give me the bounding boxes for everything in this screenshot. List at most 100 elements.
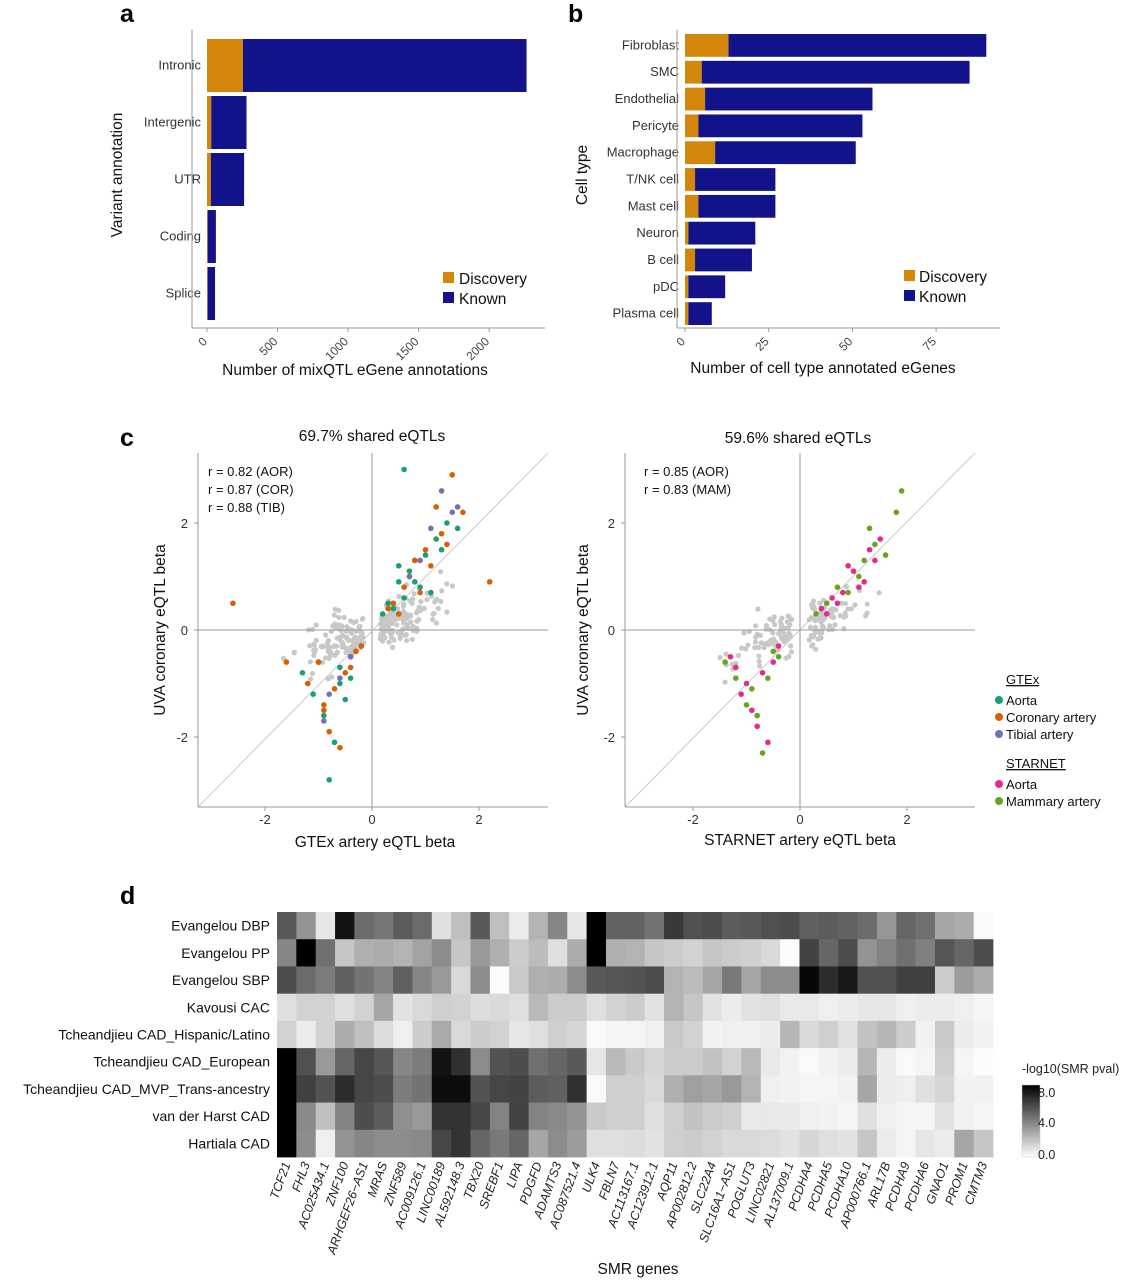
panel-a-category-labels: Intronic Intergenic UTR Coding Splice (144, 58, 202, 301)
row-label-hartiala-cad: Hartiala CAD (188, 1135, 270, 1151)
bar-intronic-discovery (207, 38, 243, 93)
panel-label-c: c (120, 424, 134, 452)
background-point (717, 654, 723, 661)
heatmap-cell (915, 1048, 936, 1076)
bar-mast-cell-known (698, 194, 776, 218)
point-mammary-artery (722, 659, 728, 665)
heatmap-cell (489, 1129, 510, 1158)
heatmap-cell (567, 1048, 588, 1076)
point-aorta (337, 664, 343, 671)
heatmap-cell (605, 1075, 626, 1103)
y-tick-label: 2 (181, 516, 188, 531)
panel-label-d: d (120, 882, 135, 910)
heatmap-cell (451, 1102, 471, 1131)
heatmap-cell (393, 1075, 413, 1103)
point-mammary-artery (754, 712, 760, 719)
heatmap-cell (973, 966, 994, 995)
heatmap-cell (625, 1129, 646, 1158)
background-point (348, 630, 354, 636)
heatmap-cell (954, 912, 975, 940)
point-aorta (754, 723, 760, 730)
colorbar-tick-high: 8.0 (1038, 1086, 1055, 1100)
heatmap-cell (896, 939, 916, 967)
heatmap-cell (896, 1020, 916, 1049)
point-aorta (321, 712, 327, 719)
heatmap-cell (277, 966, 297, 995)
heatmap-cell (644, 1048, 665, 1076)
point-aorta (428, 589, 434, 596)
heatmap-cell (683, 1020, 704, 1049)
legend-label-discovery: Discovery (459, 271, 527, 288)
background-point (845, 606, 851, 612)
heatmap-cell (528, 1129, 549, 1158)
background-point (356, 635, 362, 641)
heatmap-cell (315, 966, 336, 995)
heatmap-cell (876, 1048, 897, 1076)
background-point (341, 614, 347, 620)
background-point (386, 639, 392, 645)
heatmap-cell (296, 1048, 317, 1076)
point-coronary-artery (337, 744, 343, 751)
heatmap-cell (799, 1075, 820, 1103)
heatmap-cell (683, 939, 704, 967)
heatmap-cell (489, 1075, 510, 1103)
background-point (313, 637, 319, 643)
heatmap-cell (547, 966, 568, 995)
panel-c-right-colored-points (722, 488, 905, 756)
point-coronary-artery (428, 563, 434, 569)
background-point (741, 630, 747, 636)
heatmap-cell (393, 1020, 413, 1049)
heatmap-cell (934, 1129, 955, 1158)
heatmap-cell (644, 1129, 665, 1158)
heatmap-cell (315, 1048, 336, 1076)
background-point (332, 606, 338, 612)
heatmap-cell (470, 912, 491, 940)
heatmap-cell (857, 1020, 878, 1049)
heatmap-cell (296, 939, 317, 967)
legend-dot-starnet-mammary (995, 797, 1003, 805)
panel-d-heatmap-cells (277, 912, 994, 1158)
heatmap-cell (277, 1048, 297, 1076)
point-mammary-artery (823, 600, 830, 607)
heatmap-cell (586, 993, 607, 1022)
heatmap-cell (683, 966, 704, 995)
background-point (787, 632, 793, 638)
point-aorta (310, 691, 316, 697)
background-point (819, 623, 825, 629)
bar-t-nk-cell-known (695, 168, 776, 191)
panel-c-left-colored-points (230, 466, 493, 783)
heatmap-cell (760, 966, 781, 995)
heatmap-cell (741, 939, 762, 967)
heatmap-cell (412, 912, 433, 940)
heatmap-cell (373, 993, 394, 1022)
heatmap-cell (431, 993, 452, 1022)
background-point (753, 639, 759, 645)
column-label-tcf21: TCF21 (267, 1160, 293, 1201)
legend-label-known: Known (459, 291, 506, 308)
heatmap-cell (799, 993, 820, 1022)
heatmap-cell (780, 939, 800, 967)
category-label-mast-cell: Mast cell (628, 198, 679, 213)
heatmap-cell (296, 1129, 317, 1158)
heatmap-cell (470, 939, 491, 967)
point-mammary-artery (749, 686, 755, 692)
heatmap-cell (760, 1129, 781, 1158)
background-point (438, 598, 444, 604)
heatmap-cell (818, 993, 839, 1022)
background-point (765, 642, 772, 648)
heatmap-cell (393, 993, 413, 1022)
point-tibial-artery (406, 573, 413, 580)
background-point (806, 637, 812, 643)
heatmap-cell (702, 966, 723, 995)
background-point (735, 652, 742, 659)
category-label-intergenic: Intergenic (144, 115, 202, 130)
heatmap-cell (412, 1102, 433, 1131)
point-mammary-artery (872, 541, 878, 548)
point-aorta (331, 739, 338, 746)
heatmap-cell (799, 1102, 820, 1131)
heatmap-cell (780, 1075, 800, 1103)
heatmap-cell (528, 1075, 549, 1103)
background-point (822, 615, 828, 621)
background-point (430, 616, 436, 623)
x-tick-label: -2 (687, 812, 699, 827)
